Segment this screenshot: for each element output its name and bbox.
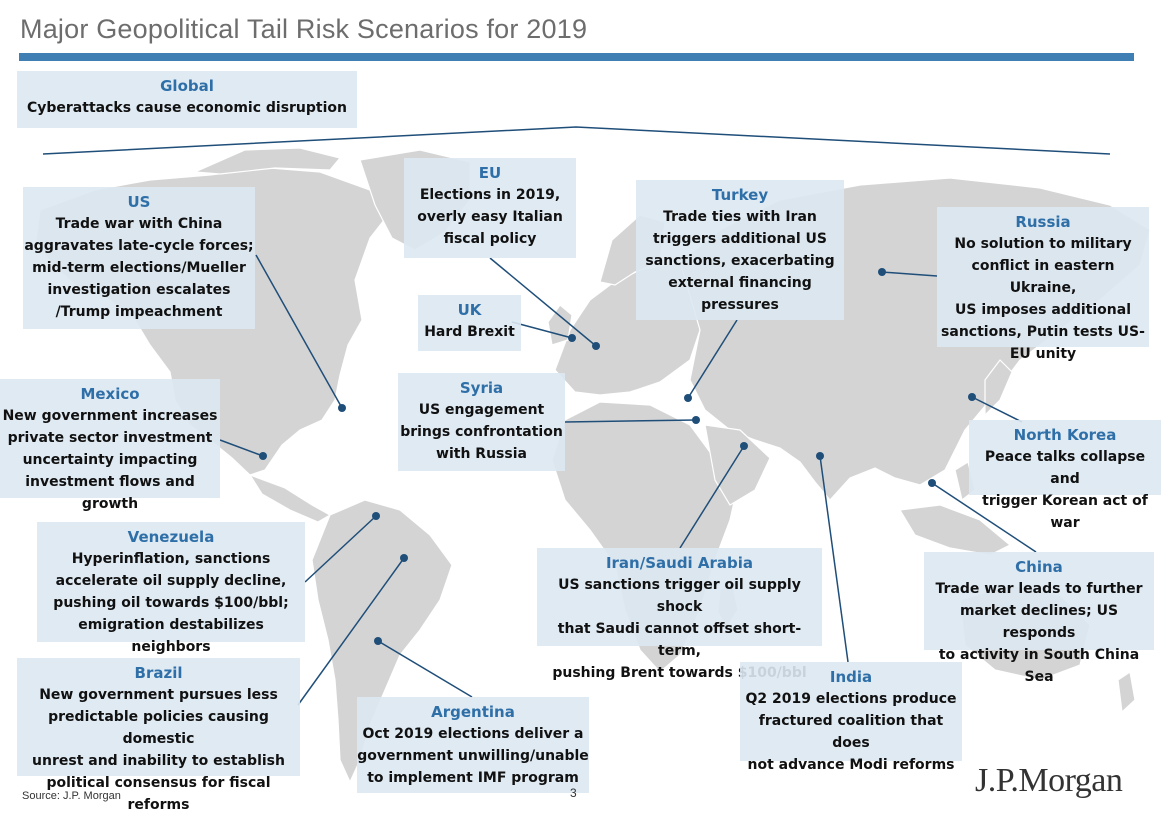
page-number: 3 xyxy=(570,786,577,800)
argentina-box: Argentina Oct 2019 elections deliver a g… xyxy=(357,697,589,793)
brazil-heading: Brazil xyxy=(17,662,300,684)
china-heading: China xyxy=(924,556,1154,578)
syria-marker xyxy=(692,416,700,424)
central-america xyxy=(250,475,330,522)
eu-heading: EU xyxy=(404,162,576,184)
eu-text: Elections in 2019, overly easy Italian f… xyxy=(404,184,576,250)
brazil-box: Brazil New government pursues less predi… xyxy=(17,658,300,776)
venezuela-marker xyxy=(372,512,380,520)
argentina-marker xyxy=(374,637,382,645)
russia-marker xyxy=(878,268,886,276)
venezuela-text: Hyperinflation, sanctions accelerate oil… xyxy=(37,548,305,658)
global-bracket xyxy=(43,127,1110,154)
russia-text: No solution to military conflict in east… xyxy=(937,233,1149,365)
argentina-heading: Argentina xyxy=(357,701,589,723)
source-note: Source: J.P. Morgan xyxy=(22,790,121,802)
north-korea-box: North Korea Peace talks collapse and tri… xyxy=(969,420,1161,495)
global-text: Cyberattacks cause economic disruption xyxy=(17,97,357,119)
china-box: China Trade war leads to further market … xyxy=(924,552,1154,650)
global-heading: Global xyxy=(17,75,357,97)
brazil-marker xyxy=(400,554,408,562)
iran-saudi-heading: Iran/Saudi Arabia xyxy=(537,552,822,574)
syria-text: US engagement brings confrontation with … xyxy=(398,399,565,465)
russia-heading: Russia xyxy=(937,211,1149,233)
uk-marker xyxy=(568,334,576,342)
mexico-text: New government increases private sector … xyxy=(0,405,220,515)
turkey-marker xyxy=(684,394,692,402)
syria-box: Syria US engagement brings confrontation… xyxy=(398,373,565,471)
iran-saudi-marker xyxy=(740,442,748,450)
north-korea-heading: North Korea xyxy=(969,424,1161,446)
india-text: Q2 2019 elections produce fractured coal… xyxy=(740,688,962,776)
india-marker xyxy=(816,452,824,460)
india-heading: India xyxy=(740,666,962,688)
china-marker xyxy=(928,479,936,487)
mexico-heading: Mexico xyxy=(0,383,220,405)
uk-box: UK Hard Brexit xyxy=(418,295,521,351)
north-korea-text: Peace talks collapse and trigger Korean … xyxy=(969,446,1161,534)
mexico-box: Mexico New government increases private … xyxy=(0,379,220,498)
iran-saudi-box: Iran/Saudi Arabia US sanctions trigger o… xyxy=(537,548,822,646)
turkey-box: Turkey Trade ties with Iran triggers add… xyxy=(636,180,844,320)
jp-morgan-logo: J.P.Morgan xyxy=(975,762,1122,800)
us-box: US Trade war with China aggravates late-… xyxy=(23,187,255,329)
us-marker xyxy=(338,404,346,412)
us-text: Trade war with China aggravates late-cyc… xyxy=(23,213,255,323)
eu-marker xyxy=(592,342,600,350)
mexico-marker xyxy=(259,452,267,460)
uk-heading: UK xyxy=(418,299,521,321)
russia-box: Russia No solution to military conflict … xyxy=(937,207,1149,347)
us-heading: US xyxy=(23,191,255,213)
venezuela-box: Venezuela Hyperinflation, sanctions acce… xyxy=(37,522,305,642)
india-box: India Q2 2019 elections produce fracture… xyxy=(740,662,962,761)
north-korea-marker xyxy=(968,393,976,401)
uk-text: Hard Brexit xyxy=(418,321,521,343)
venezuela-heading: Venezuela xyxy=(37,526,305,548)
global-box: Global Cyberattacks cause economic disru… xyxy=(17,71,357,128)
syria-heading: Syria xyxy=(398,377,565,399)
turkey-text: Trade ties with Iran triggers additional… xyxy=(636,206,844,316)
turkey-heading: Turkey xyxy=(636,184,844,206)
eu-box: EU Elections in 2019, overly easy Italia… xyxy=(404,158,576,258)
argentina-text: Oct 2019 elections deliver a government … xyxy=(357,723,589,789)
